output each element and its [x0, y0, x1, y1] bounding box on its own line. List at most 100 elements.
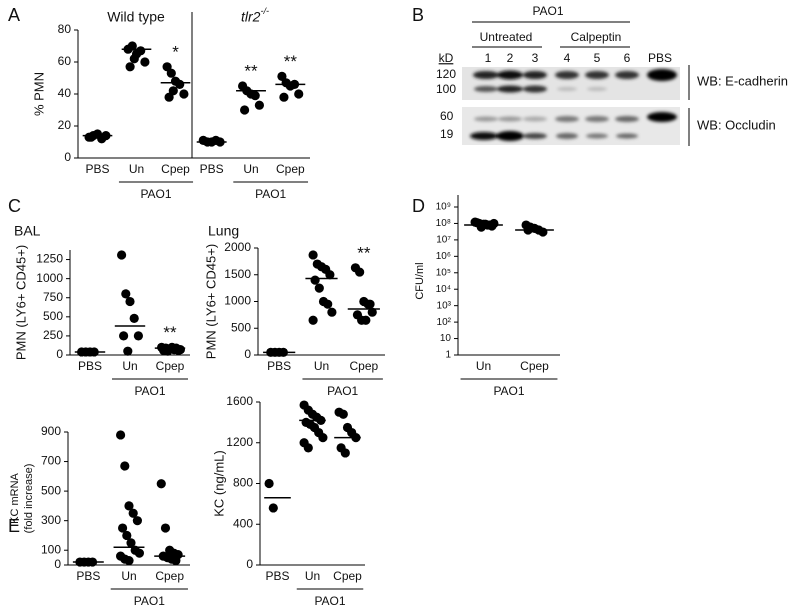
panel-chart: KC (ng/mL) 0 400 800 1200 1600 PBS Un Cpep PAO1 [211, 394, 365, 607]
data-point [303, 443, 313, 453]
data-point [308, 315, 318, 325]
significance-label: ** [357, 243, 371, 262]
data-point [119, 331, 129, 341]
y-axis-label: KC mRNA [9, 472, 21, 523]
y-tick-label: 0 [244, 347, 251, 361]
x-tick-label: PBS [265, 569, 289, 583]
y-axis-label: CFU/ml [414, 262, 426, 299]
y-tick-label: 0 [64, 150, 71, 164]
data-point [179, 89, 189, 99]
lane-label: 1 [485, 51, 492, 65]
x-tick-label: Cpep [155, 569, 184, 583]
x-tick-label: Cpep [333, 569, 362, 583]
data-point [86, 132, 96, 142]
y-tick-label: 1000 [36, 271, 63, 285]
data-point [323, 299, 333, 309]
y-tick-label: 40 [58, 86, 72, 100]
data-point [489, 218, 499, 229]
panel-label: B [412, 5, 424, 25]
y-tick-label: 700 [41, 454, 61, 468]
y-tick-label: 10⁹ [436, 202, 451, 213]
data-point [125, 62, 135, 72]
data-point [125, 296, 135, 307]
y-tick-label: 500 [41, 483, 61, 497]
data-point [129, 54, 139, 64]
data-point [538, 227, 548, 237]
significance-label: ** [244, 61, 258, 80]
data-point [171, 555, 181, 566]
x-tick-label: Cpep [156, 359, 185, 373]
mw-marker: 120 [436, 67, 456, 81]
lane-label: 2 [507, 51, 514, 65]
data-point [367, 307, 377, 317]
group-label: PAO1 [140, 187, 171, 201]
x-tick-label: Cpep [349, 359, 378, 373]
y-tick-label: 400 [233, 516, 253, 530]
group-label: PAO1 [327, 384, 358, 398]
y-tick-label: 20 [58, 118, 72, 132]
y-tick-label: 250 [43, 328, 63, 342]
y-tick-label: 10² [437, 317, 452, 328]
y-tick-label: 10⁷ [436, 235, 451, 246]
data-point [126, 538, 136, 548]
panel-label: D [412, 196, 425, 216]
y-tick-label: 10³ [437, 300, 452, 311]
x-tick-label: Cpep [276, 162, 305, 176]
x-tick-label: Un [243, 162, 258, 176]
y-tick-label: 500 [231, 320, 251, 334]
data-point [338, 409, 348, 419]
data-point [160, 523, 171, 533]
panel-chart: C BAL PMN (LY6+ CD45+) 0 250 500 750 1000 1250 PB… [8, 196, 190, 398]
data-point [365, 299, 375, 309]
x-tick-label: PBS [76, 569, 100, 583]
x-tick-label: Un [314, 359, 329, 373]
mw-marker: 100 [436, 82, 456, 96]
data-point [308, 250, 318, 260]
y-tick-label: 10⁸ [436, 218, 451, 229]
data-point [128, 508, 138, 518]
data-point [168, 86, 178, 96]
x-tick-label: Cpep [161, 162, 190, 176]
y-tick-label: 10⁵ [436, 267, 451, 278]
x-tick-label: PBS [200, 162, 224, 176]
y-tick-label: 900 [41, 424, 61, 438]
mw-marker: 19 [440, 127, 454, 141]
data-point [129, 313, 139, 323]
data-point [314, 283, 324, 293]
data-point [127, 41, 137, 51]
y-tick-label: 300 [41, 513, 61, 527]
data-point [327, 307, 337, 317]
x-tick-label: Un [121, 569, 136, 583]
lane-label: 3 [532, 51, 539, 65]
data-point [124, 501, 134, 511]
y-axis-label: KC (ng/mL) [211, 450, 226, 516]
group-label: PAO1 [134, 384, 165, 398]
data-point [136, 46, 146, 56]
data-point [117, 250, 127, 260]
data-point [116, 430, 126, 440]
data-point [122, 530, 132, 541]
probe-label: WB: Occludin [697, 117, 776, 132]
data-point [120, 461, 130, 471]
significance-label: ** [284, 52, 298, 71]
data-point [133, 331, 143, 341]
data-point [264, 478, 274, 489]
panel-label: C [8, 196, 21, 216]
data-point [124, 555, 134, 566]
blot-header: PAO1 [532, 4, 563, 18]
data-point [355, 267, 365, 277]
data-point [340, 448, 350, 458]
data-point [134, 548, 144, 558]
chart-title: Lung [208, 223, 239, 239]
y-axis-label: (fold increase) [23, 464, 35, 534]
group-label: PAO1 [134, 594, 165, 607]
y-tick-label: 750 [43, 290, 63, 304]
y-tick-label: 500 [43, 309, 63, 323]
y-axis-label: % PMN [31, 72, 46, 116]
title-superscript: -/- [260, 6, 269, 16]
significance-label: ** [163, 323, 177, 342]
data-point [132, 516, 142, 526]
panel-label: E [8, 516, 20, 536]
lane-label: 6 [624, 51, 631, 65]
